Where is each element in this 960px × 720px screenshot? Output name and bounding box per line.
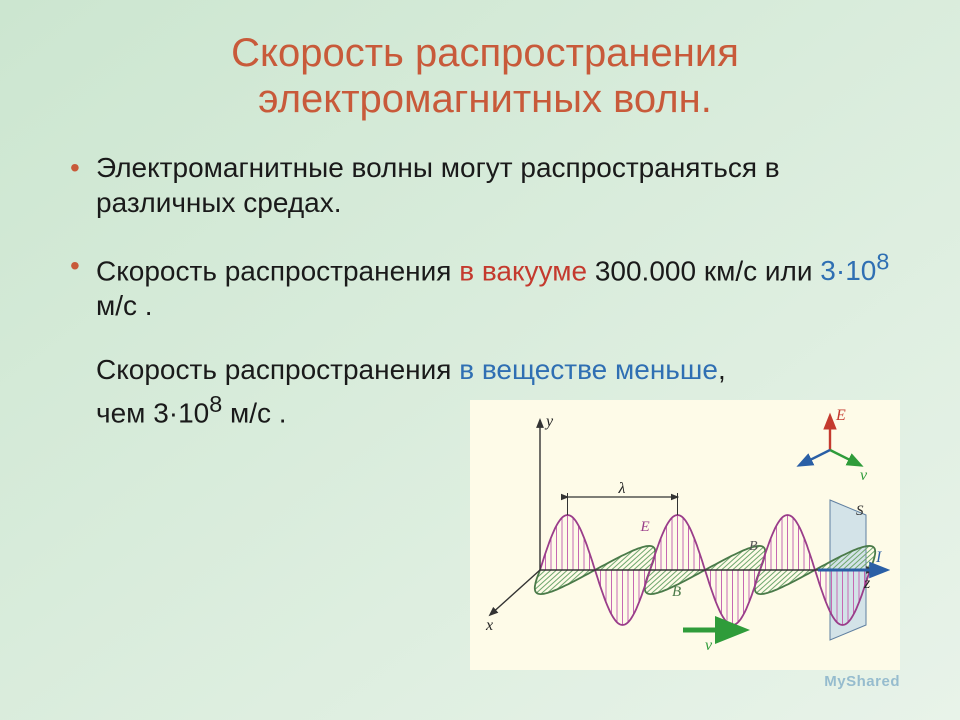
b2-value-exp: 8 (876, 249, 889, 275)
slide-title: Скорость распространения электромагнитны… (70, 30, 900, 122)
c2-pre: чем 3·10 (96, 397, 209, 428)
bullet-1: Электромагнитные волны могут распростран… (70, 150, 900, 220)
b2-value-base: 3·10 (820, 255, 876, 286)
c1-post: , (718, 354, 726, 385)
b2-vacuum: в вакууме (459, 255, 587, 286)
c2-exp: 8 (209, 391, 222, 417)
svg-text:v⃗: v⃗ (705, 637, 725, 654)
b2-pretext: Скорость распространения (96, 255, 459, 286)
svg-text:y: y (544, 413, 554, 430)
bullet-2: Скорость распространения в вакууме 300.0… (70, 248, 900, 323)
c2-post: м/с . (222, 397, 286, 428)
svg-text:v⃗: v⃗ (860, 467, 880, 484)
svg-text:B⃗: B⃗ (672, 584, 693, 600)
svg-text:B⃗: B⃗ (749, 539, 768, 554)
c1-pre: Скорость распространения (96, 354, 459, 385)
svg-text:E⃗: E⃗ (835, 407, 858, 424)
svg-text:z: z (863, 575, 871, 592)
b2-value: 3·108 (820, 255, 889, 286)
attribution-watermark: MyShared (824, 673, 900, 690)
svg-text:λ: λ (618, 480, 626, 497)
svg-text:E⃗: E⃗ (640, 519, 662, 535)
c1-matter: в веществе меньше (459, 354, 718, 385)
continuation-1: Скорость распространения в веществе мень… (70, 351, 900, 389)
b2-post: м/с . (96, 290, 153, 321)
svg-text:S: S (856, 503, 864, 519)
b2-mid: 300.000 км/с или (587, 255, 820, 286)
svg-text:x: x (485, 617, 493, 634)
em-wave-diagram: Sy x z λ E⃗ v⃗ E⃗ B⃗ B⃗ I⃗ v⃗ (470, 400, 900, 670)
svg-text:I⃗: I⃗ (875, 549, 894, 566)
